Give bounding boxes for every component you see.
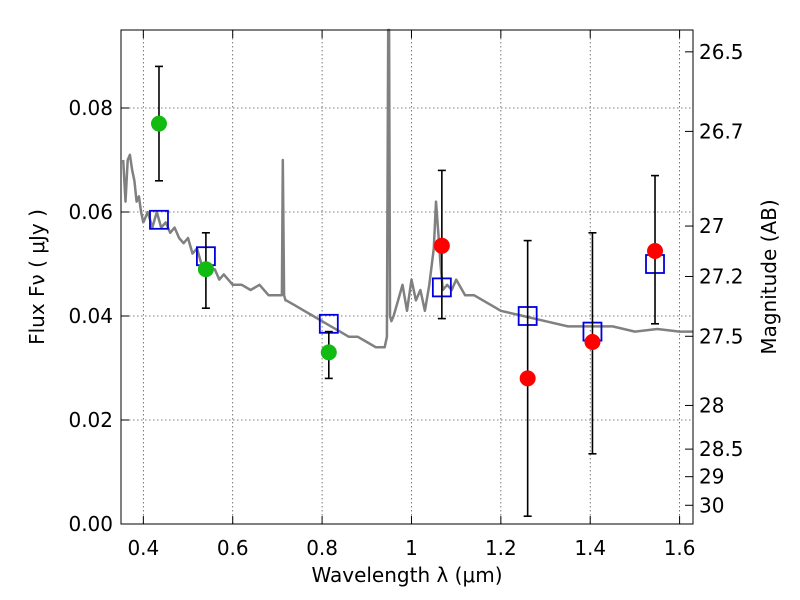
y-axis-label: Flux Fν ( μJy ): [25, 209, 49, 345]
y2-tick-label: 26.7: [699, 119, 744, 143]
model-spectrum-line: [121, 28, 693, 349]
y2-tick-label: 28.5: [699, 437, 744, 461]
x-tick-label: 1.6: [664, 536, 696, 560]
y2-tick-label: 28: [699, 393, 724, 417]
y2-axis-label: Magnitude (AB): [757, 199, 781, 354]
plot-frame: [120, 29, 694, 525]
y-tick-label: 0.08: [68, 96, 113, 120]
y-tick-label: 0.04: [68, 304, 113, 328]
y2-tick-label: 27: [699, 214, 724, 238]
plot-area: [121, 28, 693, 518]
x-axis-label: Wavelength λ (μm): [311, 563, 502, 587]
green-data-point: [197, 261, 214, 278]
y2-tick-label: 27.5: [699, 324, 744, 348]
green-data-point: [320, 344, 337, 361]
x-tick-label: 0.6: [217, 536, 249, 560]
y2-tick-label: 27.2: [699, 264, 744, 288]
green-data-point: [150, 115, 167, 132]
x-tick-label: 1: [405, 536, 418, 560]
model-photometry-box: [149, 209, 169, 230]
red-data-point: [647, 243, 664, 259]
y-tick-label: 0.06: [68, 200, 113, 224]
red-data-point: [433, 237, 450, 254]
y2-tick-label: 30: [699, 493, 724, 517]
red-data-point: [584, 334, 601, 350]
y2-tick-label: 26.5: [699, 40, 744, 64]
y-tick-label: 0.00: [68, 512, 113, 536]
x-tick-label: 1.4: [574, 536, 606, 560]
x-tick-label: 0.8: [306, 536, 338, 560]
y2-tick-label: 29: [699, 465, 724, 489]
y-tick-label: 0.02: [68, 408, 113, 432]
x-tick-label: 1.2: [485, 536, 517, 560]
x-tick-label: 0.4: [127, 536, 159, 560]
axis-ticks: 0.4 0.6 0.8 1 1.2 1.4 1.6 0.00 0.02 0.04 0.06 0.08 2…: [68, 30, 744, 560]
red-data-point: [519, 370, 536, 387]
